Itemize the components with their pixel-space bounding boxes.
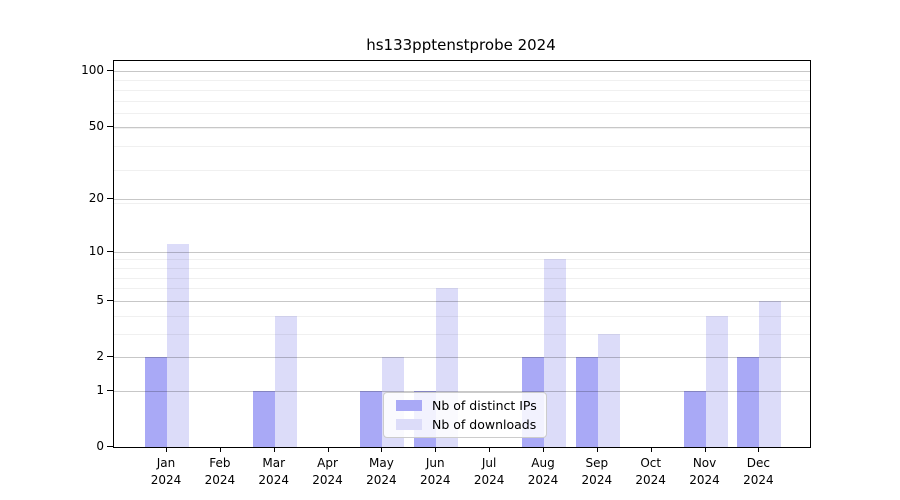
x-tick-label: Jun 2024: [419, 456, 451, 487]
y-tick-label: 1: [96, 382, 104, 397]
bar-downloads: [543, 259, 566, 447]
x-tick-mark: [489, 447, 491, 452]
x-tick-label: Apr 2024: [312, 456, 343, 487]
bar-distinct-ips: [145, 357, 167, 447]
y-tick-label: 2: [96, 349, 104, 364]
chart-title: hs133pptenstprobe 2024: [366, 36, 556, 54]
x-tick-mark: [327, 447, 329, 452]
bar-downloads: [759, 300, 782, 447]
y-tick-label: 100: [81, 62, 104, 77]
legend-label-downloads: Nb of downloads: [432, 417, 537, 432]
x-tick-mark: [704, 447, 706, 452]
y-tick-label: 10: [88, 243, 104, 258]
y-tick-label: 0: [96, 439, 104, 453]
x-tick-mark: [381, 447, 383, 452]
y-tick-mark: [107, 389, 113, 391]
bar-downloads: [597, 334, 620, 447]
y-tick-mark: [107, 125, 113, 127]
x-tick-mark: [542, 447, 544, 452]
legend: Nb of distinct IPs Nb of downloads: [383, 392, 547, 438]
x-tick-label: Oct 2024: [635, 456, 666, 487]
x-tick-mark: [596, 447, 598, 452]
bar-distinct-ips: [683, 390, 706, 447]
x-tick-mark: [166, 447, 167, 452]
bar-downloads: [274, 315, 297, 447]
x-tick-mark: [435, 447, 437, 452]
x-tick-label: Jul 2024: [473, 456, 505, 487]
legend-swatch-distinct-ips-icon: [396, 400, 422, 411]
y-tick-label: 5: [96, 292, 104, 307]
y-tick-mark: [107, 250, 113, 252]
y-tick-mark: [107, 299, 113, 301]
bars-layer: [114, 61, 810, 447]
x-tick-label: Jan 2024: [150, 456, 182, 487]
y-tick-mark: [107, 197, 113, 199]
x-tick-label: Feb 2024: [204, 456, 236, 487]
bar-distinct-ips: [360, 390, 383, 447]
plot-area: [113, 60, 811, 448]
bar-downloads: [705, 315, 728, 447]
y-tick-label: 50: [88, 118, 104, 133]
x-tick-label: Nov 2024: [689, 456, 720, 487]
y-tick-mark: [107, 356, 113, 358]
legend-label-distinct-ips: Nb of distinct IPs: [432, 398, 537, 413]
x-tick-label: Sep 2024: [581, 456, 613, 487]
bar-downloads: [167, 244, 189, 447]
bar-distinct-ips: [252, 390, 275, 447]
x-tick-label: May 2024: [366, 456, 397, 487]
x-tick-mark: [273, 447, 275, 452]
x-tick-label: Mar 2024: [258, 456, 289, 487]
bar-distinct-ips: [737, 357, 760, 447]
x-tick-mark: [758, 447, 760, 452]
x-tick-mark: [219, 447, 221, 452]
x-tick-mark: [650, 447, 652, 452]
bar-distinct-ips: [575, 357, 598, 447]
legend-swatch-downloads-icon: [396, 419, 422, 430]
y-tick-label: 20: [88, 190, 104, 205]
legend-entry-distinct-ips: Nb of distinct IPs: [384, 398, 546, 413]
y-tick-mark: [107, 69, 113, 71]
x-tick-label: Aug 2024: [527, 456, 559, 487]
legend-entry-downloads: Nb of downloads: [384, 417, 546, 432]
x-tick-label: Dec 2024: [743, 456, 774, 487]
y-tick-mark: [107, 446, 113, 447]
